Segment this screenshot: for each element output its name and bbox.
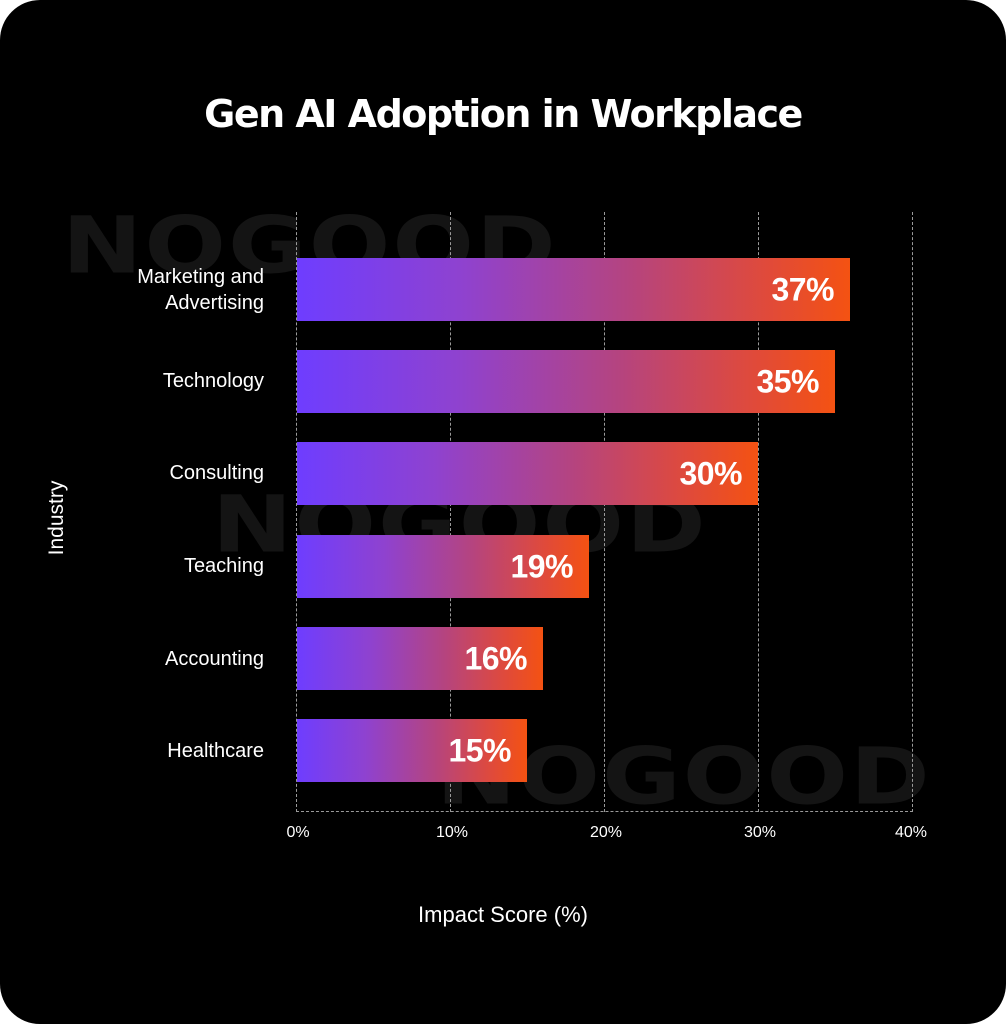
x-tick-30: 30% bbox=[743, 824, 777, 841]
x-axis-title-text: Impact Score (%) bbox=[418, 902, 588, 927]
category-label-line1: Marketing and bbox=[137, 266, 264, 288]
x-tick-10: 10% bbox=[435, 824, 469, 841]
gridline-30 bbox=[758, 212, 759, 812]
bar-value-label: 16% bbox=[464, 640, 527, 676]
category-label-technology: Technology bbox=[162, 370, 264, 392]
bar-value-label: 35% bbox=[756, 363, 819, 399]
x-tick-20: 20% bbox=[589, 824, 623, 841]
gridline-20 bbox=[604, 212, 605, 812]
category-label-teaching: Teaching bbox=[183, 555, 264, 577]
category-label-healthcare: Healthcare bbox=[167, 740, 264, 762]
category-label-consulting: Consulting bbox=[169, 462, 264, 484]
bar-consulting: 30% bbox=[297, 442, 758, 505]
gridline-0 bbox=[296, 212, 297, 812]
bar-teaching: 19% bbox=[297, 535, 589, 598]
x-tick-40: 40% bbox=[894, 824, 928, 841]
bar-marketing: 37% bbox=[297, 258, 850, 321]
bar-healthcare: 15% bbox=[297, 719, 527, 782]
bar-value-label: 37% bbox=[771, 271, 834, 307]
bar-technology: 35% bbox=[297, 350, 835, 413]
bar-value-label: 19% bbox=[510, 548, 573, 584]
category-label-accounting: Accounting bbox=[165, 648, 264, 670]
gridline-10 bbox=[450, 212, 451, 812]
gridline-40 bbox=[912, 212, 913, 812]
bar-value-label: 15% bbox=[448, 732, 511, 768]
y-axis-title: Industry bbox=[45, 480, 68, 556]
category-label-marketing: Marketing and Advertising bbox=[137, 264, 264, 316]
x-axis-baseline bbox=[296, 811, 913, 812]
x-axis-title: Impact Score (%) bbox=[0, 902, 1006, 928]
category-label-line2: Advertising bbox=[165, 292, 264, 314]
bar-accounting: 16% bbox=[297, 627, 543, 690]
x-tick-0: 0% bbox=[286, 824, 310, 841]
chart-title: Gen AI Adoption in Workplace bbox=[204, 92, 803, 136]
bar-value-label: 30% bbox=[679, 455, 742, 491]
